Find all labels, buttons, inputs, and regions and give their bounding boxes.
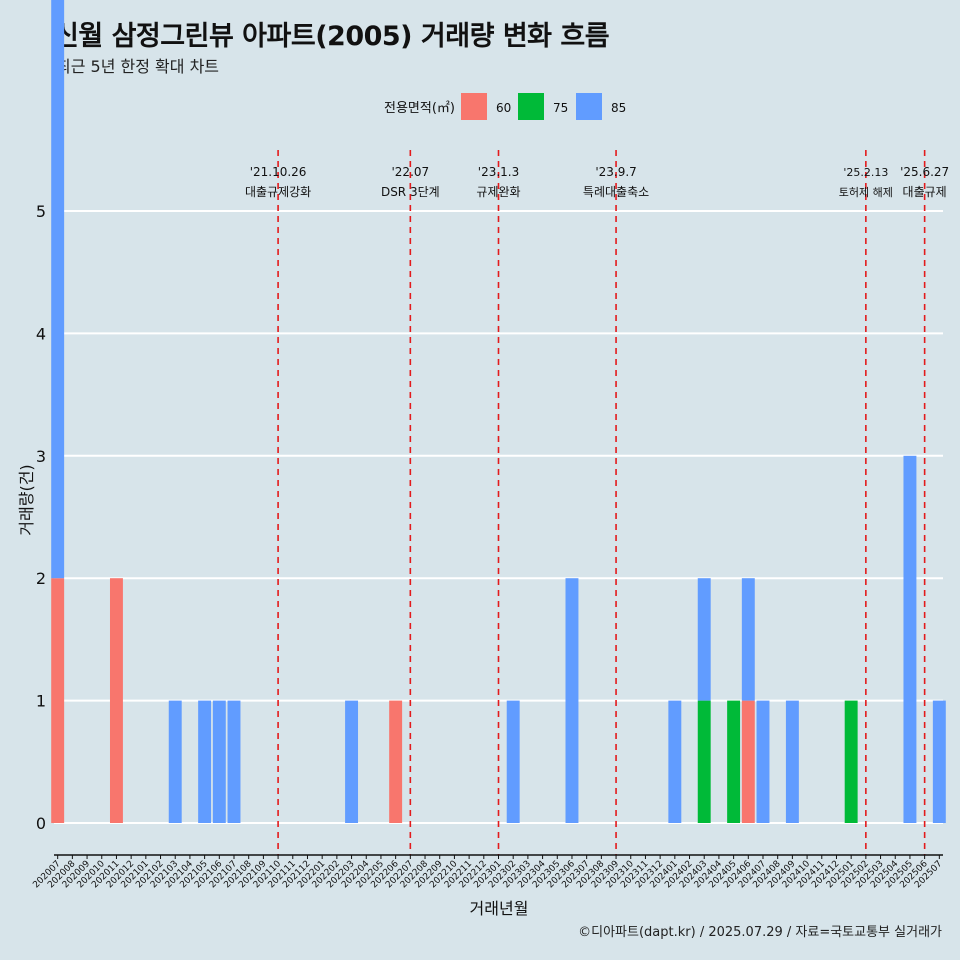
bar-202403-75 (697, 700, 711, 823)
annotation-label: 대출규제강화 (245, 185, 311, 199)
annotation-date: '21.10.26 (250, 165, 307, 179)
bar-202406-60 (741, 700, 755, 823)
bar-202406-85 (741, 578, 755, 701)
legend: 전용면적(㎡) 60 75 85 (384, 93, 626, 120)
bar-202407-85 (756, 700, 770, 823)
y-tick-label: 5 (36, 202, 46, 221)
bar-202507-85 (932, 700, 946, 823)
annotation-date: '25.2.13 (843, 166, 888, 179)
legend-label-75: 75 (553, 101, 568, 115)
annotation-date: '22.07 (392, 165, 430, 179)
bar-202105-85 (198, 700, 212, 823)
bar-202007-85 (51, 0, 65, 579)
legend-title: 전용면적(㎡) (384, 101, 455, 116)
chart-subtitle: 최근 5년 한정 확대 차트 (56, 57, 220, 76)
bar-202505-85 (903, 455, 917, 823)
bar-202405-75 (727, 700, 741, 823)
bar-202409-85 (785, 700, 799, 823)
legend-label-85: 85 (611, 101, 626, 115)
annotations: '21.10.26 대출규제강화 '22.07 DSR 3단계 '23.1.3 규제완화 '… (245, 165, 949, 199)
bar-202007-60 (51, 578, 65, 823)
y-tick-label: 1 (36, 692, 46, 711)
y-tick-label: 0 (36, 814, 46, 833)
annotation-label: 토허제 해제 (839, 185, 893, 199)
bar-202011-60 (109, 578, 123, 823)
x-axis-label: 거래년월 (470, 899, 529, 918)
x-axis: 2020072020082020092020102020112020122021… (31, 854, 944, 890)
bar-202206-60 (389, 700, 403, 823)
bar-202203-85 (345, 700, 359, 823)
y-tick-label: 2 (36, 569, 46, 588)
y-tick-label: 3 (36, 447, 46, 466)
annotation-lines (277, 150, 926, 855)
chart-title: 신월 삼정그린뷰 아파트(2005) 거래량 변화 흐름 (54, 21, 610, 52)
legend-swatch-75 (518, 93, 544, 120)
y-tick-label: 4 (36, 324, 46, 343)
bar-202107-85 (227, 700, 241, 823)
legend-swatch-60 (461, 93, 487, 120)
annotation-label: 대출규제 (903, 185, 947, 199)
bar-202401-85 (668, 700, 682, 823)
annotation-label: 규제완화 (476, 185, 520, 199)
annotation-date: '25.6.27 (900, 165, 949, 179)
legend-swatch-85 (576, 93, 602, 120)
bar-202306-85 (565, 578, 579, 823)
y-axis: 0 1 2 3 4 5 (36, 202, 46, 833)
annotation-date: '23.9.7 (595, 165, 636, 179)
caption: ©디아파트(dapt.kr) / 2025.07.29 / 자료=국토교통부 실… (578, 925, 942, 940)
annotation-date: '23.1.3 (478, 165, 519, 179)
annotation-label: DSR 3단계 (381, 185, 440, 199)
bar-202302-85 (506, 700, 520, 823)
bars (51, 0, 946, 823)
bar-202403-85 (697, 578, 711, 701)
annotation-label: 특례대출축소 (583, 185, 649, 199)
bar-202103-85 (168, 700, 182, 823)
y-axis-label: 거래량(건) (17, 464, 36, 535)
legend-label-60: 60 (496, 101, 511, 115)
bar-202501-75 (844, 700, 858, 823)
bar-202106-85 (212, 700, 226, 823)
